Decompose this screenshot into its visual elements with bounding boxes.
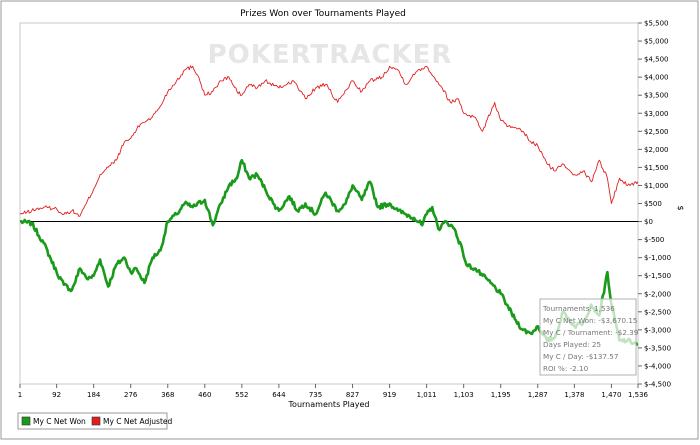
- y-tick-label: $2,500: [644, 128, 669, 136]
- series-line-net-adjusted: [19, 65, 639, 217]
- y-tick-label: $-3,500: [644, 344, 671, 352]
- legend-swatch: [21, 416, 31, 426]
- legend-item-net-won[interactable]: My C Net Won: [21, 416, 86, 426]
- x-tick-label: 1,287: [528, 391, 548, 399]
- x-tick-label: 1,103: [454, 391, 474, 399]
- tooltip-line: My C / Day: -$137.57: [543, 352, 618, 361]
- y-axis-label: $: [676, 205, 685, 210]
- x-tick-label: 919: [383, 391, 396, 399]
- legend-item-net-adjusted[interactable]: My C Net Adjusted: [91, 416, 173, 426]
- y-tick-label: $-1,500: [644, 272, 671, 280]
- x-tick-label: 1,536: [628, 391, 649, 399]
- series-layer: [19, 65, 639, 346]
- y-tick-label: $500: [644, 200, 662, 208]
- tooltip-line: ROI %: -2.10: [543, 364, 589, 373]
- y-tick-label: $1,500: [644, 164, 669, 172]
- y-tick-label: $-4,500: [644, 381, 671, 389]
- chart-title: Prizes Won over Tournaments Played: [240, 9, 406, 19]
- x-tick-label: 644: [272, 391, 286, 399]
- legend: My C Net Won My C Net Adjusted: [17, 412, 173, 430]
- y-tick-label: $2,000: [644, 146, 669, 154]
- tooltip-line: Tournaments: 1,536: [542, 304, 615, 313]
- tooltip-box: [539, 298, 637, 376]
- y-tick-label: $5,500: [644, 20, 669, 28]
- y-tick-label: $0: [644, 218, 653, 226]
- y-tick-label: $1,000: [644, 182, 669, 190]
- x-tick-label: 1: [18, 391, 22, 399]
- watermark-text: POKERTRACKER: [208, 40, 453, 70]
- x-tick-label: 276: [124, 391, 138, 399]
- y-tick-label: $4,500: [644, 56, 669, 64]
- y-tick-label: $3,500: [644, 92, 669, 100]
- x-axis: 1 92 184 276 368 460 552 644 735 827 919 1,011 1,103…: [18, 384, 649, 399]
- x-tick-label: 1,378: [564, 391, 584, 399]
- y-tick-label: $-1,000: [644, 254, 671, 262]
- y-tick-label: $5,000: [644, 38, 669, 46]
- x-tick-label: 552: [235, 391, 248, 399]
- y-tick-label: $-3,000: [644, 326, 671, 334]
- legend-label: My C Net Won: [33, 417, 86, 426]
- tooltip-line: My C Net Won: -$3,670.15: [543, 316, 637, 325]
- y-axis: $5,500 $5,000 $4,500 $4,000 $3,500 $3,000 $2,5…: [638, 20, 671, 389]
- y-tick-label: $-2,500: [644, 308, 671, 316]
- x-tick-label: 1,011: [417, 391, 437, 399]
- tooltip-line: My C / Tournament: -$2.39: [543, 328, 639, 337]
- y-tick-label: $-500: [644, 236, 664, 244]
- x-tick-label: 735: [309, 391, 322, 399]
- y-tick-label: $-2,000: [644, 290, 671, 298]
- tooltip-line: Days Played: 25: [543, 340, 601, 349]
- x-tick-label: 1,470: [601, 391, 621, 399]
- y-tick-label: $-4,000: [644, 362, 671, 370]
- x-tick-label: 92: [52, 391, 61, 399]
- legend-label: My C Net Adjusted: [103, 417, 173, 426]
- x-tick-label: 827: [346, 391, 359, 399]
- y-tick-label: $4,000: [644, 74, 669, 82]
- hover-tooltip: Tournaments: 1,536 My C Net Won: -$3,670…: [539, 298, 639, 376]
- x-tick-label: 1,195: [491, 391, 511, 399]
- x-tick-label: 460: [198, 391, 211, 399]
- legend-swatch: [91, 416, 101, 426]
- x-tick-label: 368: [161, 391, 174, 399]
- x-axis-label: Tournaments Played: [288, 400, 370, 409]
- x-tick-label: 184: [87, 391, 101, 399]
- y-tick-label: $3,000: [644, 110, 669, 118]
- series-line-net-won: [19, 158, 639, 346]
